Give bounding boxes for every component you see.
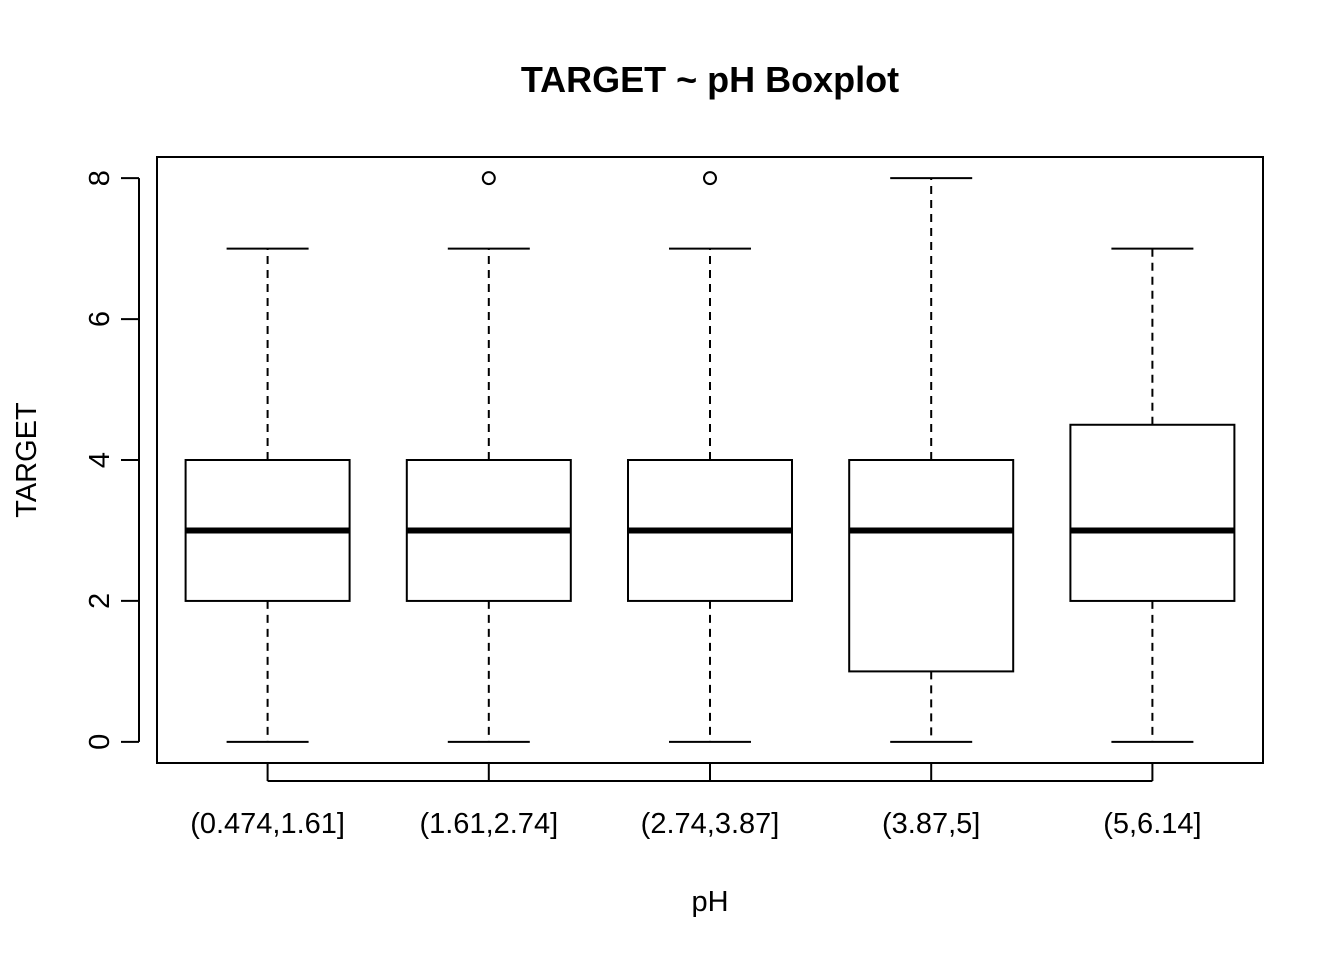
y-axis-label: TARGET [11, 402, 43, 518]
x-axis-label: pH [691, 886, 728, 918]
x-tick-label: (1.61,2.74] [419, 808, 558, 840]
outlier-point [703, 171, 717, 186]
y-tick-label: 6 [84, 311, 116, 327]
chart-title: TARGET ~ pH Boxplot [521, 59, 899, 100]
box-group [184, 247, 351, 743]
x-tick-label: (0.474,1.61] [190, 808, 345, 840]
y-tick-label: 4 [84, 452, 116, 468]
y-axis: 0 2 4 6 8 [84, 170, 140, 750]
iqr-box [1069, 423, 1236, 602]
y-tick-label: 8 [84, 170, 116, 186]
x-tick-label: (5,6.14] [1103, 808, 1201, 840]
y-tick-label: 2 [84, 593, 116, 609]
y-tick-label: 0 [84, 734, 116, 750]
boxes [184, 171, 1236, 743]
outlier-point [481, 171, 496, 186]
x-tick-label: (2.74,3.87] [641, 808, 780, 840]
iqr-box [848, 459, 1015, 673]
box-group [405, 171, 572, 743]
box-group [1069, 247, 1236, 743]
x-tick-label: (3.87,5] [882, 808, 980, 840]
box-group [627, 171, 793, 743]
x-axis: (0.474,1.61] (1.61,2.74] (2.74,3.87] (3.87,… [190, 763, 1202, 840]
box-group [848, 177, 1015, 743]
